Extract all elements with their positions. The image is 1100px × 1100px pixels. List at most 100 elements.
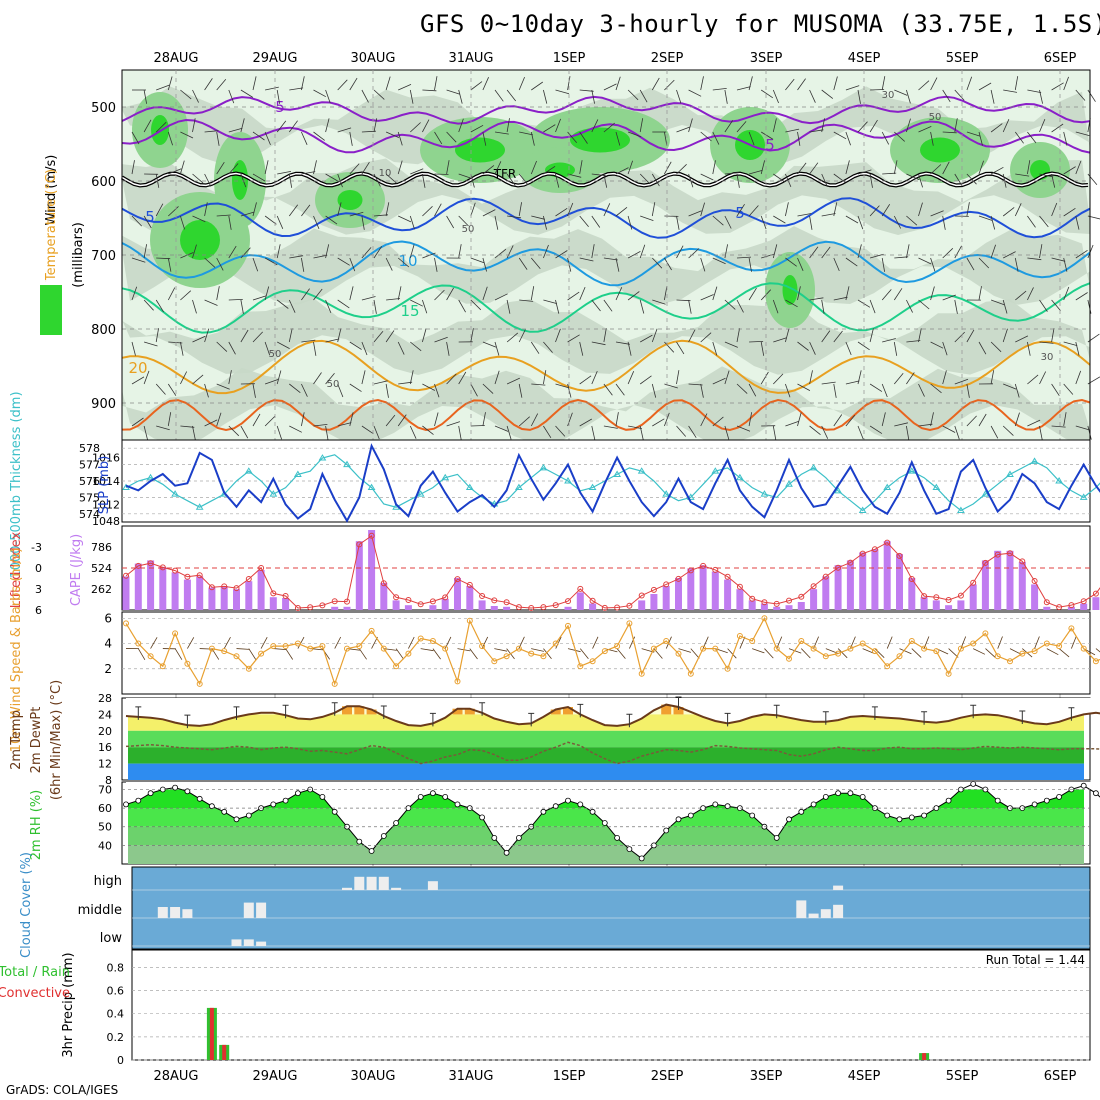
- wind-barb: [252, 413, 261, 427]
- wind-barb: [313, 341, 317, 356]
- wind-barb: [361, 215, 365, 230]
- wind-barb: [228, 127, 243, 133]
- wind-barb: [385, 202, 390, 217]
- temp-mask: [126, 698, 1100, 726]
- wind-barb: [216, 341, 228, 352]
- wind-barb: [1075, 215, 1080, 230]
- wind-barb: [857, 121, 868, 133]
- pressure-tick-label: 700: [91, 249, 116, 264]
- wind-barb: [264, 341, 271, 356]
- wind-barb: [918, 202, 923, 217]
- wind-barb: [1075, 370, 1082, 385]
- wind-barb: [228, 245, 237, 259]
- date-label-top: 4SEP: [848, 51, 881, 66]
- temp-band: [128, 730, 1084, 748]
- wind-barb: [918, 423, 933, 427]
- wind-speed-point: [147, 653, 154, 660]
- wind-barb: [1014, 131, 1024, 144]
- temp-warm-fill: [464, 708, 475, 715]
- wind-barb: [603, 83, 617, 91]
- wind-speed-point: [1092, 658, 1099, 665]
- wind-barb: [627, 131, 642, 138]
- wind-barb: [289, 383, 301, 394]
- cape-bar: [392, 600, 400, 610]
- wind-speed-point: [626, 620, 633, 627]
- wind-speed-point: [552, 640, 559, 647]
- wind-barb: [373, 118, 378, 133]
- wind-barb: [518, 173, 529, 186]
- wind-barb: [906, 340, 921, 343]
- wind-barb-10m: [150, 637, 158, 649]
- ylabel-millibars: (millibars): [71, 222, 86, 288]
- wind-barb: [664, 79, 675, 91]
- wind-barb: [615, 167, 629, 175]
- wind-barb: [1051, 299, 1061, 311]
- precip-convective-bar: [922, 1053, 927, 1060]
- cloud-bar-middle: [820, 909, 831, 918]
- wind-barb: [434, 131, 443, 145]
- wind-barb: [506, 332, 519, 343]
- wind-barb-10m: [690, 648, 700, 659]
- cape-bar: [331, 606, 339, 610]
- pressure-tick-label: 500: [91, 101, 116, 116]
- wind-barb: [301, 412, 305, 427]
- wind-barb: [869, 425, 883, 434]
- wind-barb: [506, 118, 510, 133]
- temp-warm-fill: [563, 707, 573, 715]
- wind-barb: [349, 383, 362, 392]
- wind-barb: [700, 294, 714, 301]
- rh-contour-label: 50: [929, 112, 942, 123]
- cape-bar: [675, 578, 682, 610]
- temp-tick: 16: [98, 741, 112, 754]
- cape-bar: [122, 576, 130, 610]
- wind-speed-point: [540, 653, 547, 660]
- wind-barb: [337, 422, 352, 427]
- wind-barb: [349, 131, 353, 146]
- li-point: [638, 592, 645, 599]
- thickness-point: [736, 473, 744, 481]
- wind-barb: [167, 257, 172, 272]
- wind-speed-point: [491, 658, 498, 665]
- wind-speed-point: [442, 645, 449, 652]
- cloud-bar-middle: [243, 902, 254, 918]
- wind-barb: [458, 244, 462, 259]
- cape-bar: [810, 589, 818, 610]
- isotherm-5: [121, 339, 1091, 395]
- li-tick: -3: [31, 541, 42, 554]
- wind-barb: [724, 120, 734, 133]
- wind-barb: [482, 131, 487, 146]
- wind-barb: [1039, 425, 1043, 440]
- wind-barb: [966, 257, 975, 271]
- wind-barb: [821, 246, 831, 259]
- wind-barb: [446, 421, 461, 427]
- temp-minmax-bar: [773, 704, 780, 719]
- thickness-tick: 575: [79, 491, 100, 504]
- wind-barb: [978, 160, 984, 175]
- wind-barb: [446, 160, 450, 175]
- wind-speed-point: [884, 663, 891, 670]
- cape-bar: [576, 592, 584, 610]
- isotherm-label: 15: [400, 302, 419, 320]
- wind-barb: [397, 414, 407, 427]
- thickness-tick: 577: [79, 459, 100, 472]
- temp-warm-fill: [452, 708, 463, 715]
- temp-tick: 20: [98, 725, 112, 738]
- wind-barb: [422, 299, 428, 314]
- wind-barb: [833, 296, 848, 301]
- wind-speed-point: [773, 645, 780, 652]
- thickness-point: [564, 477, 572, 484]
- li-point: [1080, 598, 1087, 605]
- wind-barb: [204, 419, 218, 427]
- wind-barb: [772, 425, 777, 440]
- rh-point: [859, 794, 866, 800]
- wind-barb: [1002, 207, 1015, 217]
- wind-barb: [628, 425, 642, 429]
- wind-barb: [143, 119, 152, 133]
- wind-barb: [821, 89, 834, 99]
- rh-point: [749, 812, 756, 819]
- wind-barb: [591, 89, 595, 104]
- wind-barb: [821, 425, 829, 439]
- temp-minmax-bar: [921, 711, 928, 725]
- wind-barb: [1014, 203, 1022, 217]
- wind-barb: [1014, 412, 1020, 427]
